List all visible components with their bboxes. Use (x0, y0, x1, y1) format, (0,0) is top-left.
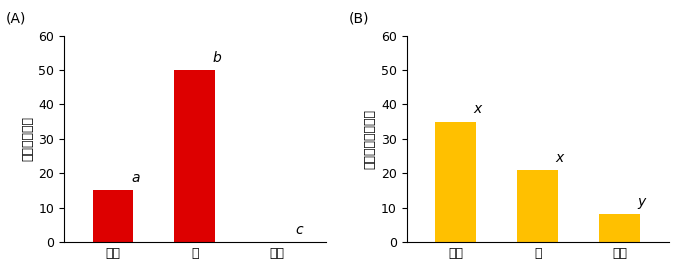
Text: x: x (556, 151, 564, 164)
Bar (517, 170, 558, 242)
Text: (A): (A) (6, 11, 27, 25)
Text: x: x (474, 102, 482, 117)
Text: a: a (131, 171, 139, 185)
Bar (599, 215, 640, 242)
Bar (175, 70, 216, 242)
Y-axis label: 目視による個体数: 目視による個体数 (364, 109, 377, 169)
Bar (92, 191, 133, 242)
Text: b: b (213, 51, 222, 65)
Text: y: y (638, 195, 646, 209)
Bar (435, 122, 476, 242)
Y-axis label: 自動撑影件数: 自動撑影件数 (21, 116, 34, 161)
Text: (B): (B) (349, 11, 369, 25)
Text: c: c (295, 223, 303, 237)
